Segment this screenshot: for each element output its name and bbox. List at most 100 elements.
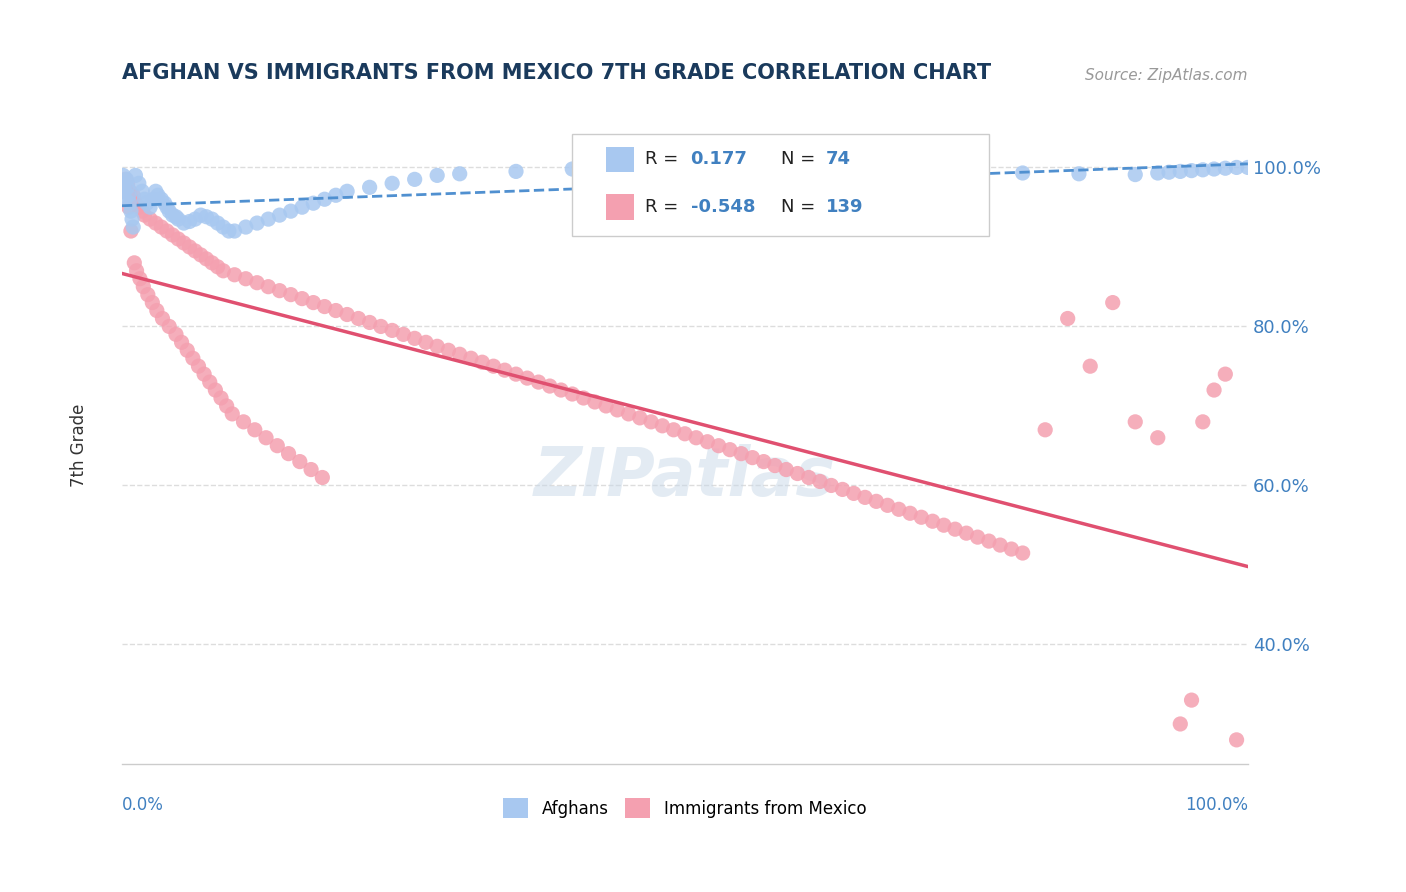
Point: [1180, 163, 1202, 178]
Point: [381, 177, 404, 191]
Point: [112, 177, 135, 191]
Point: [628, 410, 651, 425]
Point: [415, 335, 437, 350]
Point: [1157, 165, 1180, 179]
Point: [527, 375, 550, 389]
Point: [136, 287, 159, 301]
Point: [142, 192, 165, 206]
Point: [115, 172, 138, 186]
Point: [181, 351, 204, 366]
Point: [1168, 164, 1191, 178]
Text: N =: N =: [780, 198, 815, 216]
Point: [112, 180, 135, 194]
Point: [1202, 383, 1225, 397]
Point: [381, 323, 404, 337]
Point: [254, 431, 277, 445]
Point: [437, 343, 460, 358]
Point: [257, 279, 280, 293]
Point: [1226, 161, 1249, 175]
Point: [426, 169, 449, 183]
Point: [190, 248, 212, 262]
Point: [572, 391, 595, 405]
Point: [617, 161, 640, 175]
Point: [176, 343, 198, 358]
Point: [347, 311, 370, 326]
Point: [156, 200, 179, 214]
Point: [195, 252, 218, 266]
Point: [786, 162, 808, 177]
Point: [224, 224, 246, 238]
Point: [198, 375, 221, 389]
Point: [288, 454, 311, 468]
Point: [269, 284, 291, 298]
Point: [179, 240, 201, 254]
Point: [131, 184, 153, 198]
Point: [977, 534, 1000, 549]
Point: [449, 347, 471, 361]
Point: [118, 196, 141, 211]
Point: [460, 351, 482, 366]
Point: [617, 407, 640, 421]
Point: [114, 180, 136, 194]
Point: [212, 264, 235, 278]
Point: [1202, 161, 1225, 176]
Point: [218, 224, 240, 238]
Point: [246, 216, 269, 230]
Point: [853, 491, 876, 505]
Point: [336, 308, 359, 322]
Point: [112, 184, 135, 198]
Point: [269, 208, 291, 222]
Point: [302, 196, 325, 211]
Text: 100.0%: 100.0%: [1185, 796, 1249, 814]
Point: [730, 447, 752, 461]
Point: [201, 256, 224, 270]
Text: R =: R =: [645, 198, 679, 216]
Point: [209, 391, 232, 405]
Point: [167, 232, 190, 246]
Point: [673, 426, 696, 441]
Point: [1101, 295, 1123, 310]
Point: [121, 192, 143, 206]
Point: [266, 439, 288, 453]
Point: [516, 371, 538, 385]
Point: [1146, 166, 1168, 180]
Point: [184, 244, 207, 258]
Point: [876, 499, 898, 513]
Point: [426, 339, 449, 353]
Point: [291, 292, 314, 306]
Point: [187, 359, 209, 374]
Point: [1011, 166, 1033, 180]
Point: [139, 212, 162, 227]
Point: [112, 169, 135, 183]
Point: [173, 216, 195, 230]
Point: [156, 224, 179, 238]
FancyBboxPatch shape: [572, 134, 988, 235]
Point: [955, 526, 977, 541]
Point: [505, 164, 527, 178]
Point: [1191, 162, 1213, 177]
Text: ZIPatlas: ZIPatlas: [534, 444, 837, 510]
Text: R =: R =: [645, 151, 679, 169]
Point: [988, 538, 1011, 552]
Point: [112, 177, 135, 191]
Point: [955, 165, 977, 179]
Point: [235, 271, 257, 285]
Point: [129, 271, 152, 285]
Point: [1011, 546, 1033, 560]
Point: [122, 188, 145, 202]
FancyBboxPatch shape: [606, 194, 634, 220]
Point: [131, 204, 153, 219]
Point: [204, 383, 226, 397]
Point: [404, 172, 426, 186]
Point: [943, 522, 966, 536]
Point: [246, 276, 269, 290]
Point: [696, 434, 718, 449]
Point: [820, 478, 842, 492]
Point: [865, 494, 887, 508]
Point: [1056, 311, 1078, 326]
Point: [302, 295, 325, 310]
Point: [184, 212, 207, 227]
Point: [124, 196, 146, 211]
Point: [583, 395, 606, 409]
Point: [257, 212, 280, 227]
